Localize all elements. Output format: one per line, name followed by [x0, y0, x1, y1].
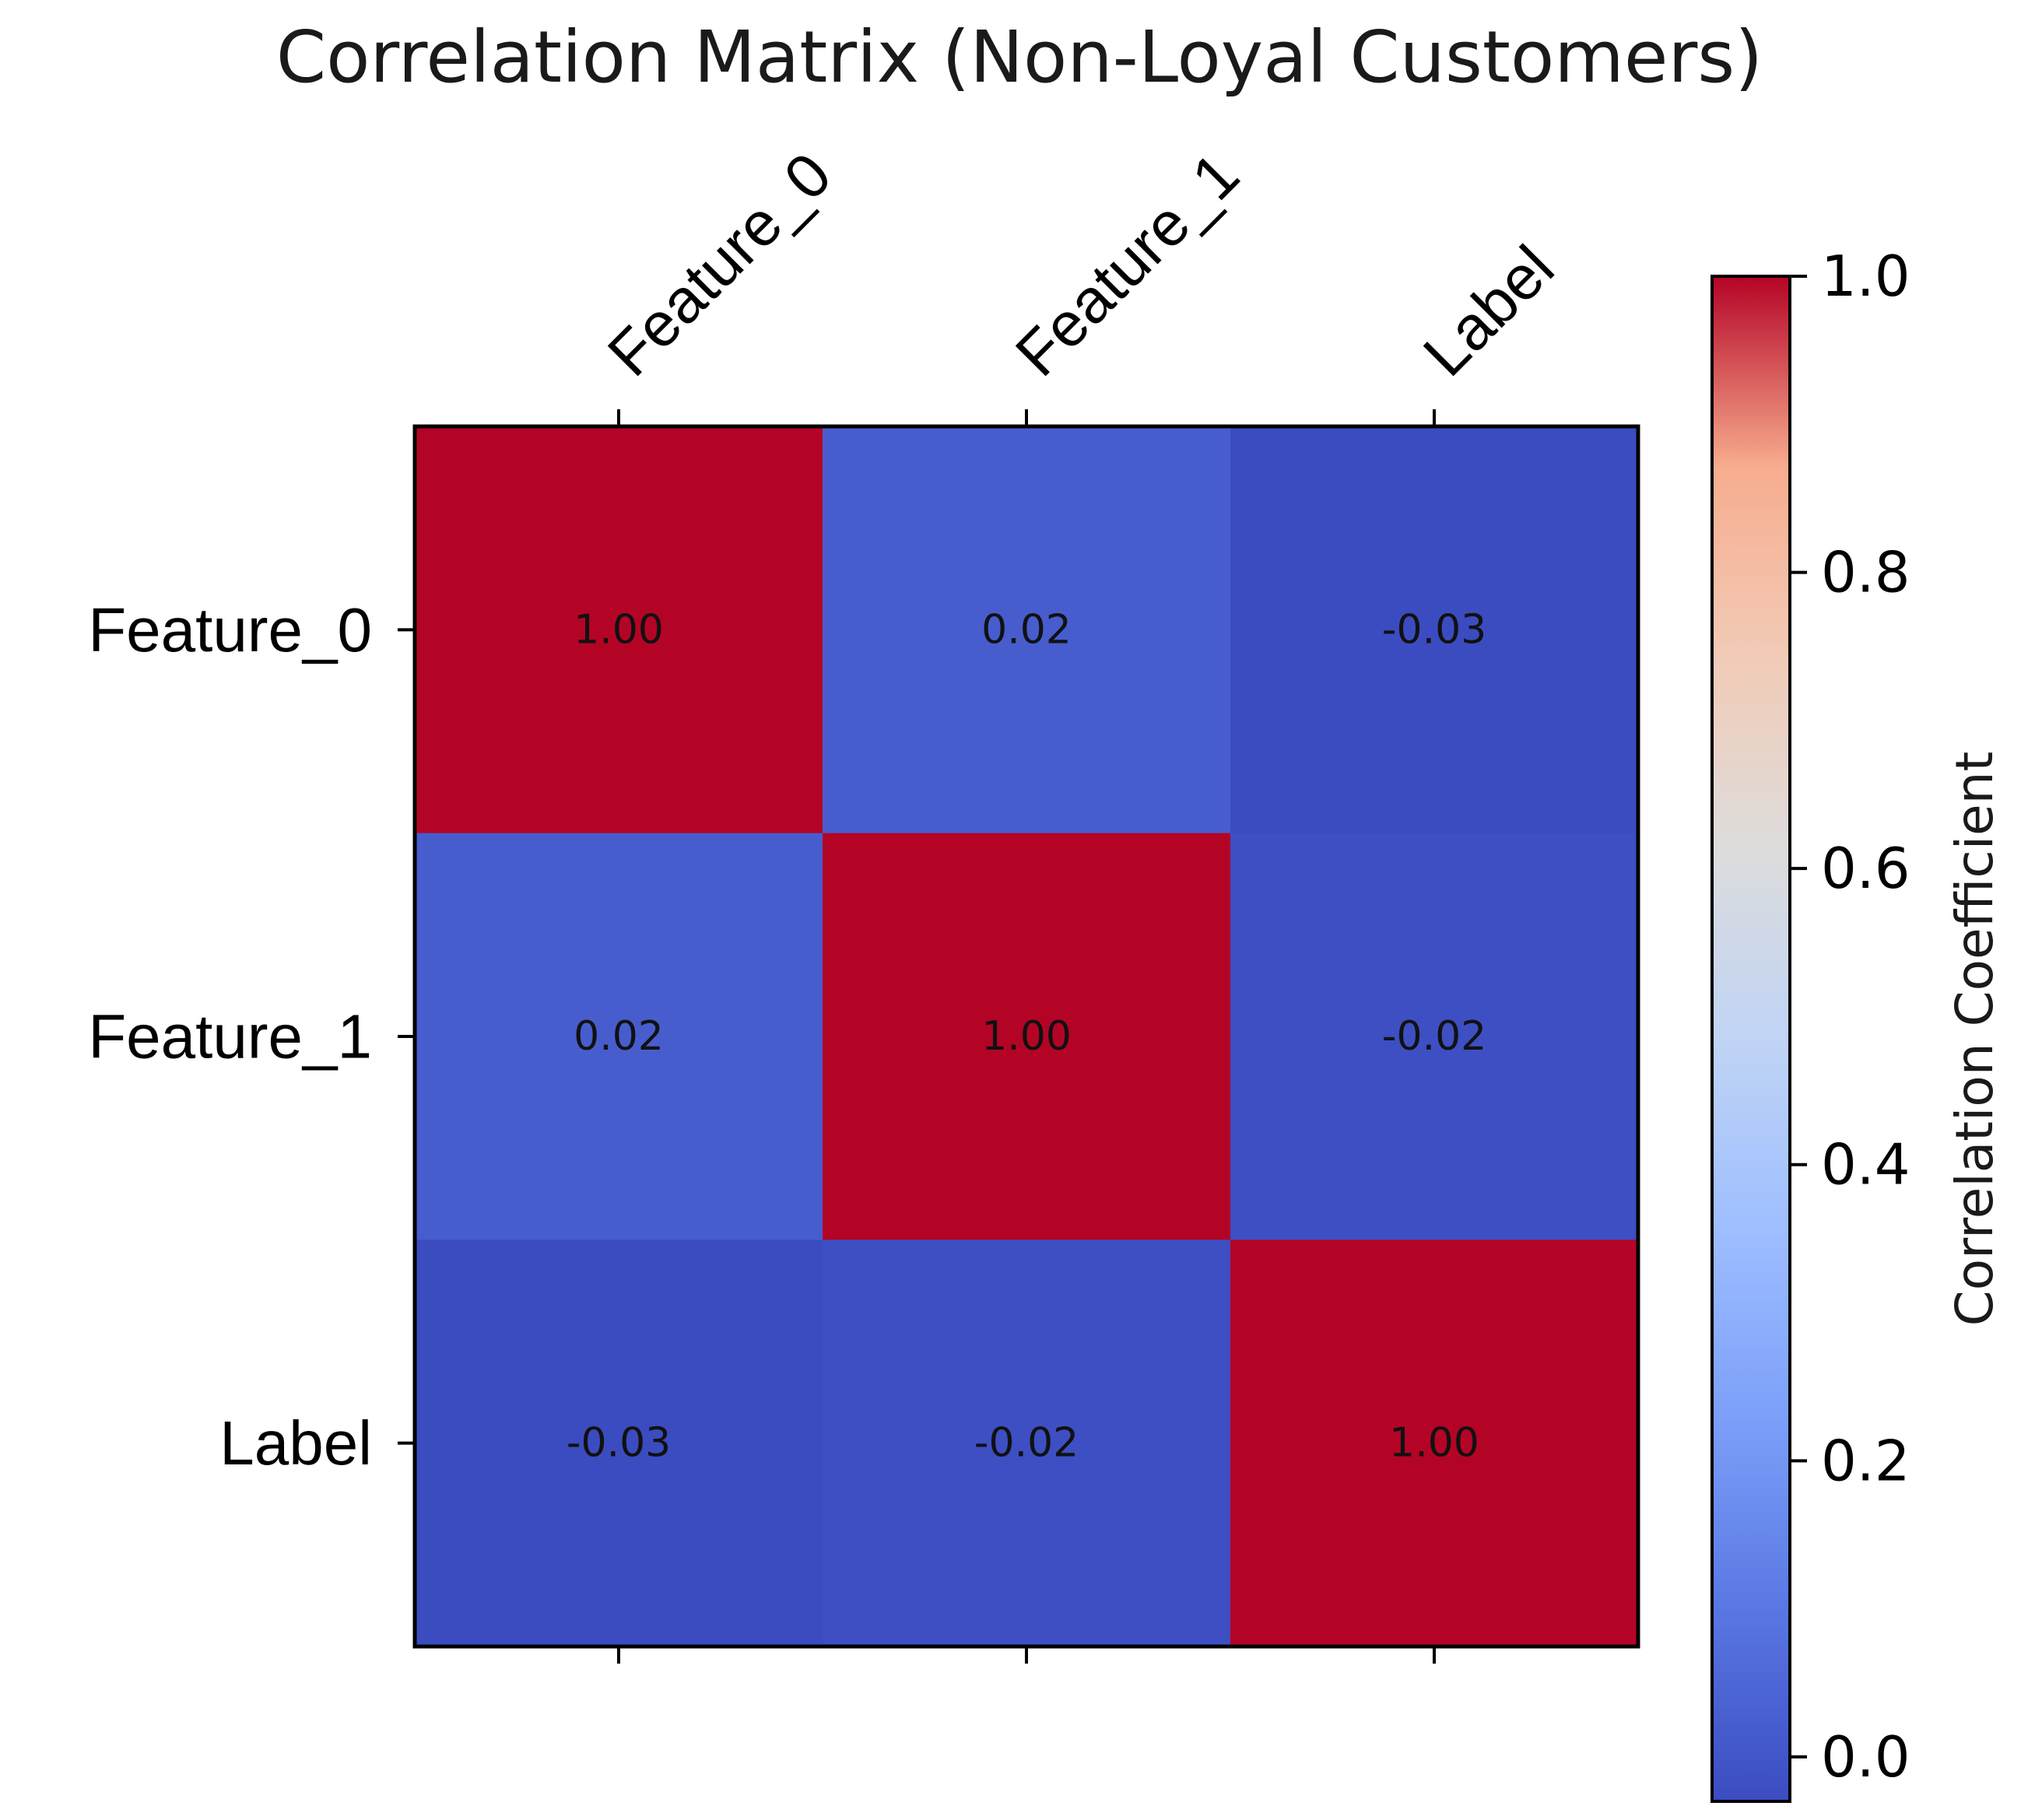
heatmap-cell-0-2	[1230, 426, 1639, 834]
heatmap-cell-label-0-0: 1.00	[574, 606, 664, 653]
colorbar-tick-label-2: 0.4	[1821, 1132, 1910, 1198]
colorbar-tick-label-0: 0.0	[1821, 1724, 1910, 1790]
y-tick-label-1: Feature_1	[88, 1002, 372, 1071]
heatmap-cell-label-1-2: -0.02	[1382, 1013, 1487, 1060]
heatmap-cell-2-2	[1230, 1240, 1639, 1647]
colorbar-tick-label-3: 0.6	[1821, 836, 1910, 901]
colorbar-ticks: 0.0 0.2 0.4 0.6 0.8 1.0	[1790, 244, 1910, 1790]
chart-title: Correlation Matrix (Non-Loyal Customers)	[276, 16, 1763, 99]
heatmap-cell-0-0	[415, 426, 823, 834]
heatmap-cell-2-1	[823, 1240, 1231, 1647]
colorbar: 0.0 0.2 0.4 0.6 0.8 1.0 Correlation Coefficie…	[1710, 244, 2005, 1803]
heatmap-cell-label-2-1: -0.02	[974, 1420, 1079, 1467]
heatmap-cell-1-2	[1230, 833, 1639, 1240]
x-tick-label-2: Label	[1410, 233, 1567, 389]
colorbar-tick-label-1: 0.2	[1821, 1428, 1910, 1493]
y-tick-label-2: Label	[219, 1408, 372, 1478]
heatmap-cell-label-2-2: 1.00	[1389, 1420, 1479, 1467]
colorbar-tick-label-5: 1.0	[1821, 244, 1910, 309]
heatmap-cell-1-0	[415, 833, 823, 1240]
colorbar-tick-label-4: 0.8	[1821, 540, 1910, 605]
heatmap-cell-label-2-0: -0.03	[567, 1420, 672, 1467]
heatmap-cell-1-1	[823, 833, 1231, 1240]
colorbar-label: Correlation Coefficient	[1945, 752, 2005, 1327]
heatmap-cell-label-0-2: -0.03	[1382, 606, 1487, 653]
heatmap-cell-label-1-1: 1.00	[981, 1013, 1072, 1060]
y-tick-label-0: Feature_0	[88, 595, 372, 665]
heatmap-cells	[415, 426, 1639, 1647]
heatmap-cell-2-0	[415, 1240, 823, 1647]
heatmap-cell-label-0-1: 0.02	[981, 606, 1072, 653]
colorbar-gradient	[1710, 275, 1791, 1803]
heatmap-cell-labels: 1.00 0.02 -0.03 0.02 1.00 -0.02 -0.03 -0.02 1.00	[567, 606, 1487, 1466]
y-axis: Feature_0 Feature_1 Label	[88, 595, 415, 1478]
heatmap-cell-0-1	[823, 426, 1231, 834]
x-tick-label-1: Feature_1	[1002, 139, 1252, 389]
heatmap-cell-label-1-0: 0.02	[574, 1013, 664, 1060]
x-tick-label-0: Feature_0	[595, 139, 844, 389]
